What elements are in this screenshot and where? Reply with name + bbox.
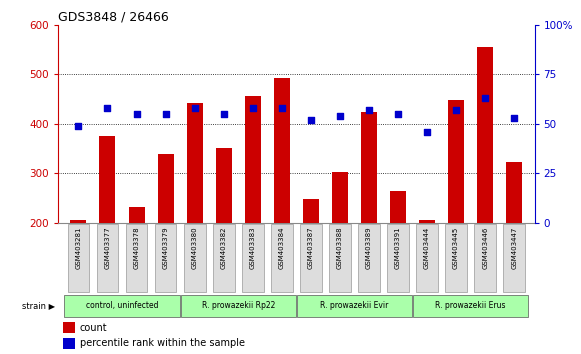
Bar [361,112,377,223]
FancyBboxPatch shape [413,295,528,318]
FancyBboxPatch shape [125,224,148,292]
Point [161,111,170,117]
Text: count: count [80,322,107,332]
Bar [187,103,203,223]
Point [248,105,257,111]
Bar [274,78,290,223]
FancyBboxPatch shape [181,295,296,318]
FancyBboxPatch shape [242,224,264,292]
Text: R. prowazekii Rp22: R. prowazekii Rp22 [202,301,275,310]
Text: GSM403445: GSM403445 [453,227,459,269]
Bar [99,136,116,223]
Point [132,111,141,117]
Bar [419,219,435,223]
Bar [448,99,464,223]
FancyBboxPatch shape [503,224,525,292]
FancyBboxPatch shape [329,224,351,292]
Bar [128,207,145,223]
Point [422,129,432,135]
Text: percentile rank within the sample: percentile rank within the sample [80,338,245,348]
Bar [303,199,319,223]
Text: GSM403281: GSM403281 [76,227,81,269]
Text: GSM403447: GSM403447 [511,227,517,269]
FancyBboxPatch shape [474,224,496,292]
Bar [63,338,75,349]
Point [364,107,374,113]
FancyBboxPatch shape [271,224,293,292]
Text: GSM403389: GSM403389 [366,227,372,269]
FancyBboxPatch shape [213,224,235,292]
Point [277,105,286,111]
Point [306,117,315,123]
Point [190,105,199,111]
FancyBboxPatch shape [64,295,180,318]
Text: strain ▶: strain ▶ [22,301,55,310]
Bar [216,148,232,223]
Point [74,123,83,129]
FancyBboxPatch shape [445,224,467,292]
Text: GSM403444: GSM403444 [424,227,430,269]
Text: GSM403388: GSM403388 [337,227,343,269]
Point [335,113,345,119]
Text: GSM403383: GSM403383 [250,227,256,269]
FancyBboxPatch shape [67,224,89,292]
Text: GSM403380: GSM403380 [192,227,198,269]
Point [219,111,228,117]
FancyBboxPatch shape [297,295,412,318]
Bar [390,191,406,223]
Text: GSM403382: GSM403382 [221,227,227,269]
Text: GSM403446: GSM403446 [482,227,488,269]
Bar [477,47,493,223]
Text: GSM403391: GSM403391 [395,227,401,269]
Text: GDS3848 / 26466: GDS3848 / 26466 [58,11,169,24]
Text: GSM403378: GSM403378 [134,227,139,269]
Bar [70,219,87,223]
FancyBboxPatch shape [96,224,119,292]
FancyBboxPatch shape [387,224,409,292]
Text: GSM403377: GSM403377 [105,227,110,269]
FancyBboxPatch shape [184,224,206,292]
Text: GSM403379: GSM403379 [163,227,168,269]
Text: R. prowazekii Evir: R. prowazekii Evir [320,301,389,310]
FancyBboxPatch shape [155,224,177,292]
FancyBboxPatch shape [358,224,380,292]
Bar [332,172,348,223]
Point [103,105,112,111]
Point [393,111,403,117]
Point [510,115,519,121]
Point [451,107,461,113]
Text: control, uninfected: control, uninfected [86,301,158,310]
Bar [63,322,75,333]
FancyBboxPatch shape [300,224,322,292]
Text: GSM403384: GSM403384 [279,227,285,269]
Text: GSM403387: GSM403387 [308,227,314,269]
FancyBboxPatch shape [416,224,438,292]
Point [480,95,490,101]
Bar [157,154,174,223]
Bar [245,96,261,223]
Bar [506,162,522,223]
Text: R. prowazekii Erus: R. prowazekii Erus [435,301,506,310]
